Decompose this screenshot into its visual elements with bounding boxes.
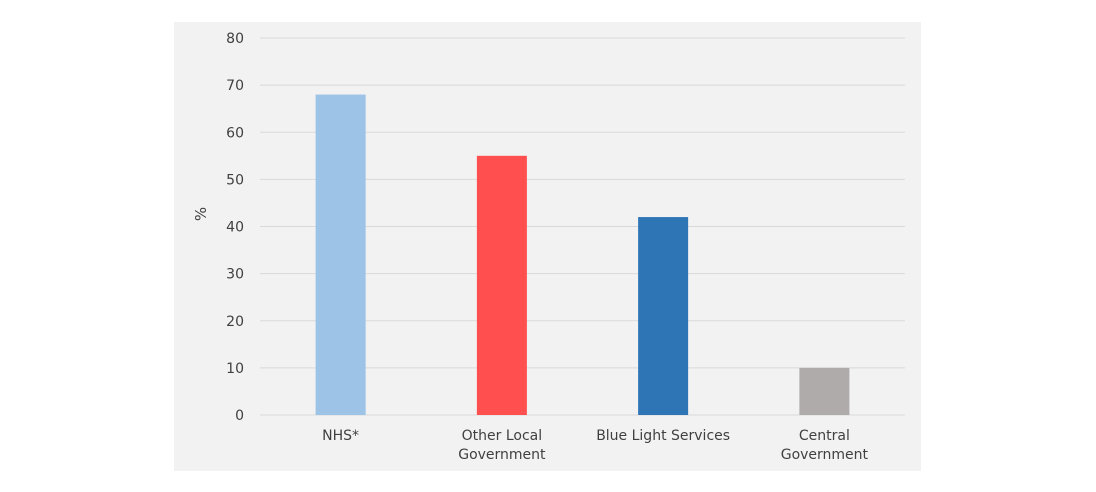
x-category-label: Blue Light Services [596, 428, 730, 444]
bar [315, 94, 366, 416]
y-tick-label: 50 [226, 172, 244, 188]
y-tick-label: 40 [226, 220, 244, 236]
y-tick-label: 30 [226, 267, 244, 283]
chart-panel: 0 10 20 30 40 50 60 70 80 NHS* Other Local Governm… [174, 22, 921, 471]
bar [799, 367, 850, 415]
y-tick-label: 10 [226, 361, 244, 377]
y-tick-label: 60 [226, 125, 244, 141]
x-axis-labels: NHS* Other Local Government Blue Light Serv… [322, 428, 868, 463]
y-tick-label: 80 [226, 31, 244, 47]
x-category-label: Central [799, 428, 850, 444]
bars [315, 94, 850, 416]
bar [638, 217, 689, 415]
y-axis-ticks: 0 10 20 30 40 50 60 70 80 [226, 31, 244, 424]
x-category-label: Government [781, 447, 869, 463]
y-tick-label: 20 [226, 314, 244, 330]
bar-chart: 0 10 20 30 40 50 60 70 80 NHS* Other Local Governm… [192, 31, 905, 463]
bar [476, 155, 527, 415]
gridlines [260, 37, 905, 416]
y-axis-title: % [192, 207, 210, 221]
x-category-label: Government [458, 447, 546, 463]
y-tick-label: 70 [226, 78, 244, 94]
x-category-label: Other Local [462, 428, 543, 444]
x-category-label: NHS* [322, 428, 359, 444]
y-tick-label: 0 [235, 408, 244, 424]
